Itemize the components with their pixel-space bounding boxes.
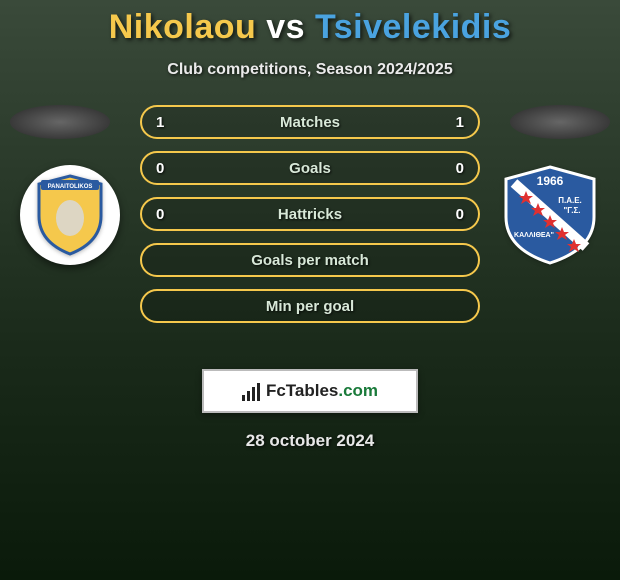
- shield-icon: 1966 Π.Α.Ε. "Γ.Σ. ΚΑΛΛΙΘΕΑ": [500, 165, 600, 265]
- stat-label: Min per goal: [266, 298, 354, 315]
- player1-name: Nikolaou: [109, 8, 257, 46]
- badge-line3: ΚΑΛΛΙΘΕΑ": [514, 232, 554, 239]
- country-flag-left: [10, 105, 110, 139]
- stat-right-value: 0: [456, 160, 464, 177]
- stat-row-hattricks: 0 Hattricks 0: [140, 197, 480, 231]
- brand-suffix: .com: [338, 381, 378, 400]
- stat-label: Hattricks: [278, 206, 342, 223]
- stat-row-goals-per-match: Goals per match: [140, 243, 480, 277]
- stat-rows: 1 Matches 1 0 Goals 0 0 Hattricks 0 Goal…: [140, 105, 480, 323]
- stat-left-value: 0: [156, 160, 164, 177]
- vs-label: vs: [266, 8, 305, 46]
- club-badge-right: 1966 Π.Α.Ε. "Γ.Σ. ΚΑΛΛΙΘΕΑ": [500, 165, 600, 265]
- badge-line1: Π.Α.Ε.: [558, 196, 582, 205]
- stat-right-value: 1: [456, 114, 464, 131]
- brand-name: FcTables: [266, 381, 338, 400]
- stat-row-goals: 0 Goals 0: [140, 151, 480, 185]
- country-flag-right: [510, 105, 610, 139]
- badge-line2: "Γ.Σ.: [564, 206, 581, 215]
- stat-row-min-per-goal: Min per goal: [140, 289, 480, 323]
- stat-label: Matches: [280, 114, 340, 131]
- subtitle: Club competitions, Season 2024/2025: [0, 61, 620, 79]
- stat-left-value: 1: [156, 114, 164, 131]
- badge-year: 1966: [537, 174, 564, 188]
- brand-text: FcTables.com: [266, 381, 378, 401]
- stat-left-value: 0: [156, 206, 164, 223]
- brand-box[interactable]: FcTables.com: [202, 369, 418, 413]
- stat-row-matches: 1 Matches 1: [140, 105, 480, 139]
- player2-name: Tsivelekidis: [315, 8, 511, 46]
- comparison-arena: PANAITOLIKOS 1966 Π.Α.Ε. "Γ.Σ. ΚΑΛΛΙΘΕΑ"…: [0, 105, 620, 365]
- stat-right-value: 0: [456, 206, 464, 223]
- figure-silhouette: [56, 200, 84, 236]
- shield-icon: PANAITOLIKOS: [35, 174, 105, 256]
- club-badge-left: PANAITOLIKOS: [20, 165, 120, 265]
- club-badge-left-circle: PANAITOLIKOS: [20, 165, 120, 265]
- stat-label: Goals per match: [251, 252, 369, 269]
- bars-icon: [242, 381, 260, 401]
- date-label: 28 october 2024: [0, 431, 620, 451]
- banner-text: PANAITOLIKOS: [48, 184, 93, 190]
- page-title: Nikolaou vs Tsivelekidis: [0, 0, 620, 47]
- stat-label: Goals: [289, 160, 331, 177]
